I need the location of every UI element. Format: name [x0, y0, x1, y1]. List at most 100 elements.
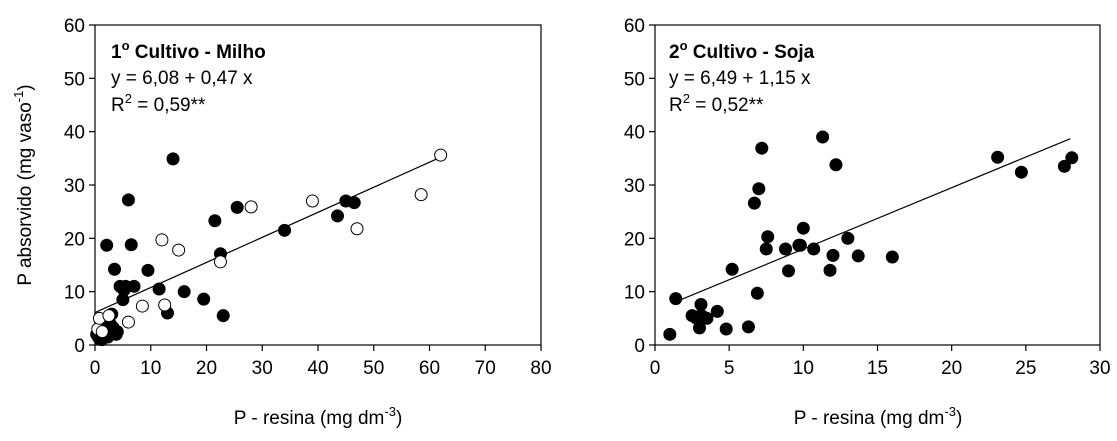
data-point-filled	[700, 311, 714, 325]
data-point-filled	[197, 292, 211, 306]
x-tick-label: 80	[530, 358, 551, 379]
data-point-filled	[816, 130, 830, 144]
y-tick-label: 0	[74, 336, 85, 357]
x-tick-label: 20	[196, 358, 217, 379]
data-point-filled	[991, 150, 1005, 164]
x-tick-label: 10	[793, 358, 814, 379]
data-point-filled	[694, 297, 708, 311]
r-squared: R2 = 0,52**	[669, 91, 764, 116]
x-tick-label: 20	[941, 358, 962, 379]
data-point-open	[158, 298, 172, 312]
x-tick-label: 60	[419, 358, 440, 379]
data-point-open	[350, 222, 364, 236]
data-point-filled	[741, 320, 755, 334]
data-points	[90, 148, 448, 347]
data-point-filled	[669, 292, 683, 306]
data-point-filled	[750, 286, 764, 300]
data-point-filled	[841, 231, 855, 245]
y-tick-label: 10	[64, 283, 85, 304]
x-tick-label: 0	[650, 358, 661, 379]
y-tick-label: 60	[64, 16, 85, 37]
data-point-filled	[761, 230, 775, 244]
data-point-filled	[141, 263, 155, 277]
data-point-filled	[152, 282, 166, 296]
y-axis-ticks: 0 10 20 30 40 50 60	[624, 16, 655, 357]
data-point-filled	[127, 279, 141, 293]
data-point-open	[102, 309, 116, 323]
data-point-open	[121, 315, 135, 329]
chart-title: 1o Cultivo - Milho	[111, 38, 266, 63]
data-point-filled	[796, 221, 810, 235]
y-tick-label: 60	[624, 16, 645, 37]
x-axis-label: P - resina (mg dm-3)	[234, 404, 403, 429]
y-tick-label: 20	[624, 229, 645, 250]
chart-panel-milho: 0 10 20 30 40 50 60 0 10 20 30 40 50 60 70 80 1o Culti…	[11, 16, 552, 429]
data-point-filled	[747, 196, 761, 210]
data-point-filled	[752, 182, 766, 196]
regression-line	[94, 156, 441, 314]
x-tick-label: 15	[867, 358, 888, 379]
data-points	[663, 130, 1079, 341]
data-point-filled	[807, 242, 821, 256]
x-tick-label: 70	[475, 358, 496, 379]
x-tick-label: 50	[363, 358, 384, 379]
regression-equation: y = 6,08 + 0,47 x	[111, 68, 253, 89]
data-point-filled	[108, 262, 122, 276]
y-tick-label: 20	[64, 229, 85, 250]
y-tick-label: 50	[624, 69, 645, 90]
data-point-filled	[331, 209, 345, 223]
data-point-open	[305, 194, 319, 208]
y-tick-label: 40	[624, 123, 645, 144]
data-point-filled	[823, 263, 837, 277]
data-point-open	[95, 325, 109, 339]
data-point-filled	[124, 238, 138, 252]
data-point-filled	[663, 327, 677, 341]
x-tick-label: 30	[1089, 358, 1110, 379]
y-tick-label: 0	[634, 336, 645, 357]
data-point-filled	[110, 325, 124, 339]
data-point-filled	[725, 262, 739, 276]
y-axis-ticks: 0 10 20 30 40 50 60	[64, 16, 95, 357]
data-point-filled	[100, 238, 114, 252]
chart-title: 2o Cultivo - Soja	[669, 38, 815, 63]
data-point-open	[244, 200, 258, 214]
data-point-filled	[793, 238, 807, 252]
y-tick-label: 40	[64, 123, 85, 144]
chart-panel-soja: 0 10 20 30 40 50 60 0 5 10 15 20 25 30 2o Cultivo - …	[624, 16, 1111, 429]
x-tick-label: 40	[307, 358, 328, 379]
data-point-filled	[710, 304, 724, 318]
data-point-open	[155, 233, 169, 247]
x-tick-label: 0	[90, 358, 101, 379]
data-point-open	[213, 255, 227, 269]
data-point-filled	[885, 250, 899, 264]
data-point-filled	[278, 223, 292, 237]
x-tick-label: 30	[252, 358, 273, 379]
data-point-open	[414, 188, 428, 202]
data-point-filled	[826, 248, 840, 262]
data-point-filled	[347, 196, 361, 210]
x-tick-label: 5	[724, 358, 735, 379]
data-point-open	[434, 148, 448, 162]
data-point-filled	[166, 152, 180, 166]
data-point-filled	[779, 242, 793, 256]
r-squared: R2 = 0,59**	[111, 91, 206, 116]
data-point-filled	[208, 214, 222, 228]
data-point-filled	[1057, 159, 1071, 173]
data-point-filled	[782, 264, 795, 278]
y-tick-label: 10	[624, 283, 645, 304]
x-axis-label: P - resina (mg dm-3)	[794, 404, 963, 429]
data-point-filled	[177, 285, 191, 299]
data-point-filled	[121, 193, 135, 207]
regression-equation: y = 6,49 + 1,15 x	[669, 68, 811, 89]
x-axis-ticks: 0 5 10 15 20 25 30	[650, 345, 1111, 379]
x-tick-label: 25	[1015, 358, 1036, 379]
y-tick-label: 30	[624, 176, 645, 197]
data-point-filled	[230, 200, 244, 214]
data-point-filled	[851, 249, 865, 263]
x-axis-ticks: 0 10 20 30 40 50 60 70 80	[90, 345, 552, 379]
data-point-filled	[1014, 165, 1028, 179]
y-axis-label: P absorvido (mg vaso-1)	[11, 84, 36, 285]
y-tick-label: 50	[64, 69, 85, 90]
